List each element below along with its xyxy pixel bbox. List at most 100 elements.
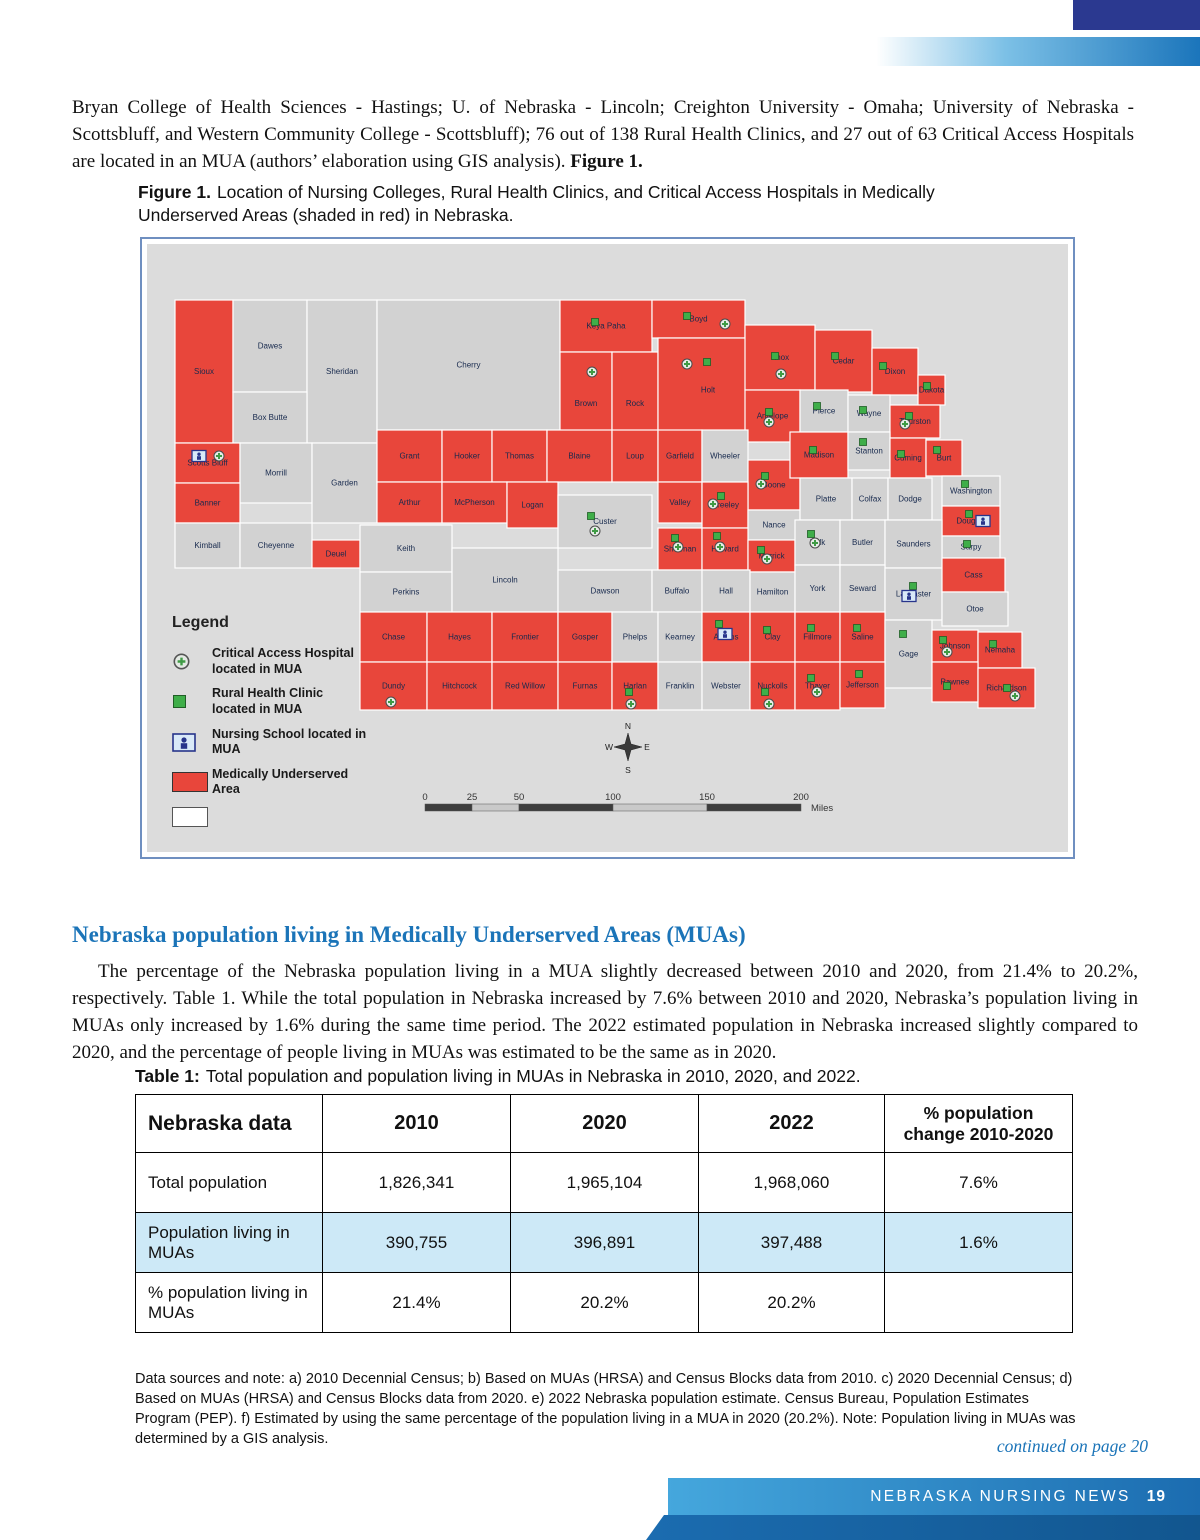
county-sheridan: Sheridan — [306, 299, 378, 444]
svg-text:Miles: Miles — [811, 803, 833, 814]
svg-text:50: 50 — [514, 792, 525, 803]
rural-health-clinic-marker — [897, 450, 905, 458]
county-sarpy: Sarpy — [941, 535, 1001, 559]
svg-text:Gage: Gage — [899, 650, 919, 659]
county-morrill: Morrill — [239, 442, 313, 504]
svg-text:Hall: Hall — [719, 587, 733, 596]
county-deuel: Deuel — [311, 539, 361, 569]
critical-access-hospital-marker — [809, 537, 821, 549]
legend-label: Medically Underserved Area — [212, 766, 349, 797]
svg-text:25: 25 — [467, 792, 478, 803]
svg-text:Buffalo: Buffalo — [665, 587, 690, 596]
footer-bar: NEBRASKA NURSING NEWS 19 — [668, 1478, 1200, 1515]
intro-text: Bryan College of Health Sciences - Hasti… — [72, 97, 1134, 172]
svg-text:Seward: Seward — [849, 584, 876, 593]
rural-health-clinic-marker — [909, 582, 917, 590]
county-lincoln: Lincoln — [451, 547, 559, 613]
svg-text:Hooker: Hooker — [454, 452, 480, 461]
critical-access-hospital-marker — [714, 541, 726, 553]
county-burt: Burt — [925, 439, 963, 477]
critical-access-hospital-marker — [586, 366, 598, 378]
county-dakota: Dakota — [917, 374, 946, 406]
critical-access-hospital-marker — [707, 498, 719, 510]
rural-health-clinic-marker — [591, 318, 599, 326]
county-hamilton: Hamilton — [749, 571, 796, 613]
svg-text:Garden: Garden — [331, 479, 358, 488]
svg-text:Cuming: Cuming — [894, 454, 922, 463]
county-gosper: Gosper — [557, 611, 613, 663]
legend-item-non-mua — [172, 807, 382, 827]
svg-text:Johnson: Johnson — [940, 642, 970, 651]
critical-access-hospital-marker — [672, 541, 684, 553]
svg-text:Banner: Banner — [195, 499, 221, 508]
critical-access-hospital-marker — [589, 525, 601, 537]
svg-text:Saline: Saline — [851, 633, 874, 642]
svg-text:Morrill: Morrill — [265, 469, 287, 478]
legend-item-school: Nursing School located in MUA — [172, 727, 382, 758]
critical-access-hospital-marker — [899, 418, 911, 430]
data-sources-note: Data sources and note: a) 2010 Decennial… — [135, 1370, 1076, 1447]
nebraska-county-map: Sioux Dawes Sheridan Box Butte Cherry Keya Pa… — [174, 299, 1036, 814]
county-cheyenne: Cheyenne — [239, 522, 313, 569]
svg-text:Dodge: Dodge — [898, 495, 922, 504]
svg-text:N: N — [625, 721, 631, 731]
svg-text:Custer: Custer — [593, 517, 617, 526]
county-thurston: Thurston — [889, 404, 941, 439]
rural-health-clinic-marker — [855, 670, 863, 678]
legend-item-clinic: Rural Health Clinic located in MUA — [172, 686, 382, 717]
rural-health-clinic-marker — [853, 624, 861, 632]
table-caption: Table 1: Total population and population … — [135, 1066, 861, 1087]
table-header-3: 2022 — [698, 1094, 885, 1153]
critical-access-hospital-marker — [625, 698, 637, 710]
table-header-0: Nebraska data — [135, 1094, 323, 1153]
svg-text:Cedar: Cedar — [833, 357, 855, 366]
county-stanton: Stanton — [847, 431, 891, 471]
svg-text:Burt: Burt — [937, 454, 952, 463]
rural-health-clinic-marker — [923, 382, 931, 390]
legend-item-mua: Medically Underserved Area — [172, 767, 382, 798]
section-heading: Nebraska population living in Medically … — [72, 922, 746, 948]
svg-text:Perkins: Perkins — [393, 588, 420, 597]
county-red-willow: Red Willow — [491, 661, 559, 711]
svg-text:Pierce: Pierce — [813, 407, 836, 416]
figure-frame: Sioux Dawes Sheridan Box Butte Cherry Keya Pa… — [140, 237, 1075, 859]
row-label: % population living in MUAs — [135, 1272, 323, 1333]
critical-access-hospital-marker — [719, 318, 731, 330]
table-cell: 1,968,060 — [698, 1152, 885, 1213]
rural-health-clinic-marker — [965, 510, 973, 518]
row-label: Population living in MUAs — [135, 1212, 323, 1273]
svg-text:Gosper: Gosper — [572, 633, 599, 642]
rural-health-clinic-marker — [939, 636, 947, 644]
table-cell: 20.2% — [698, 1272, 885, 1333]
county-custer: Custer — [557, 494, 653, 549]
county-kimball: Kimball — [174, 522, 241, 569]
svg-text:Grant: Grant — [399, 452, 420, 461]
svg-text:Platte: Platte — [816, 495, 837, 504]
rural-health-clinic-marker — [683, 312, 691, 320]
county-nance: Nance — [747, 509, 801, 541]
svg-text:Thurston: Thurston — [899, 417, 931, 426]
table-cell: 1,826,341 — [322, 1152, 511, 1213]
county-hall: Hall — [701, 569, 751, 613]
svg-text:Boyd: Boyd — [689, 315, 707, 324]
svg-text:Thayer: Thayer — [805, 682, 830, 691]
svg-text:Cass: Cass — [964, 571, 982, 580]
svg-text:Valley: Valley — [669, 498, 690, 507]
county-washington: Washington — [941, 475, 1001, 507]
county-thayer: Thayer — [794, 661, 841, 711]
table-head: Nebraska data 2010 2020 2022% population ch… — [135, 1094, 1073, 1153]
legend-label: Rural Health Clinic located in MUA — [212, 686, 324, 716]
rural-health-clinic-marker — [809, 446, 817, 454]
svg-text:Kearney: Kearney — [665, 633, 695, 642]
rural-health-clinic-marker — [763, 626, 771, 634]
svg-text:Phelps: Phelps — [623, 633, 647, 642]
rural-health-clinic-marker — [933, 446, 941, 454]
county-mcpherson: McPherson — [441, 481, 508, 524]
rural-health-clinic-marker — [771, 352, 779, 360]
svg-text:Box Butte: Box Butte — [253, 413, 288, 422]
svg-text:Dawes: Dawes — [258, 342, 282, 351]
critical-access-hospital-marker — [761, 553, 773, 565]
county-keith: Keith — [359, 524, 453, 573]
county-madison: Madison — [789, 431, 849, 479]
